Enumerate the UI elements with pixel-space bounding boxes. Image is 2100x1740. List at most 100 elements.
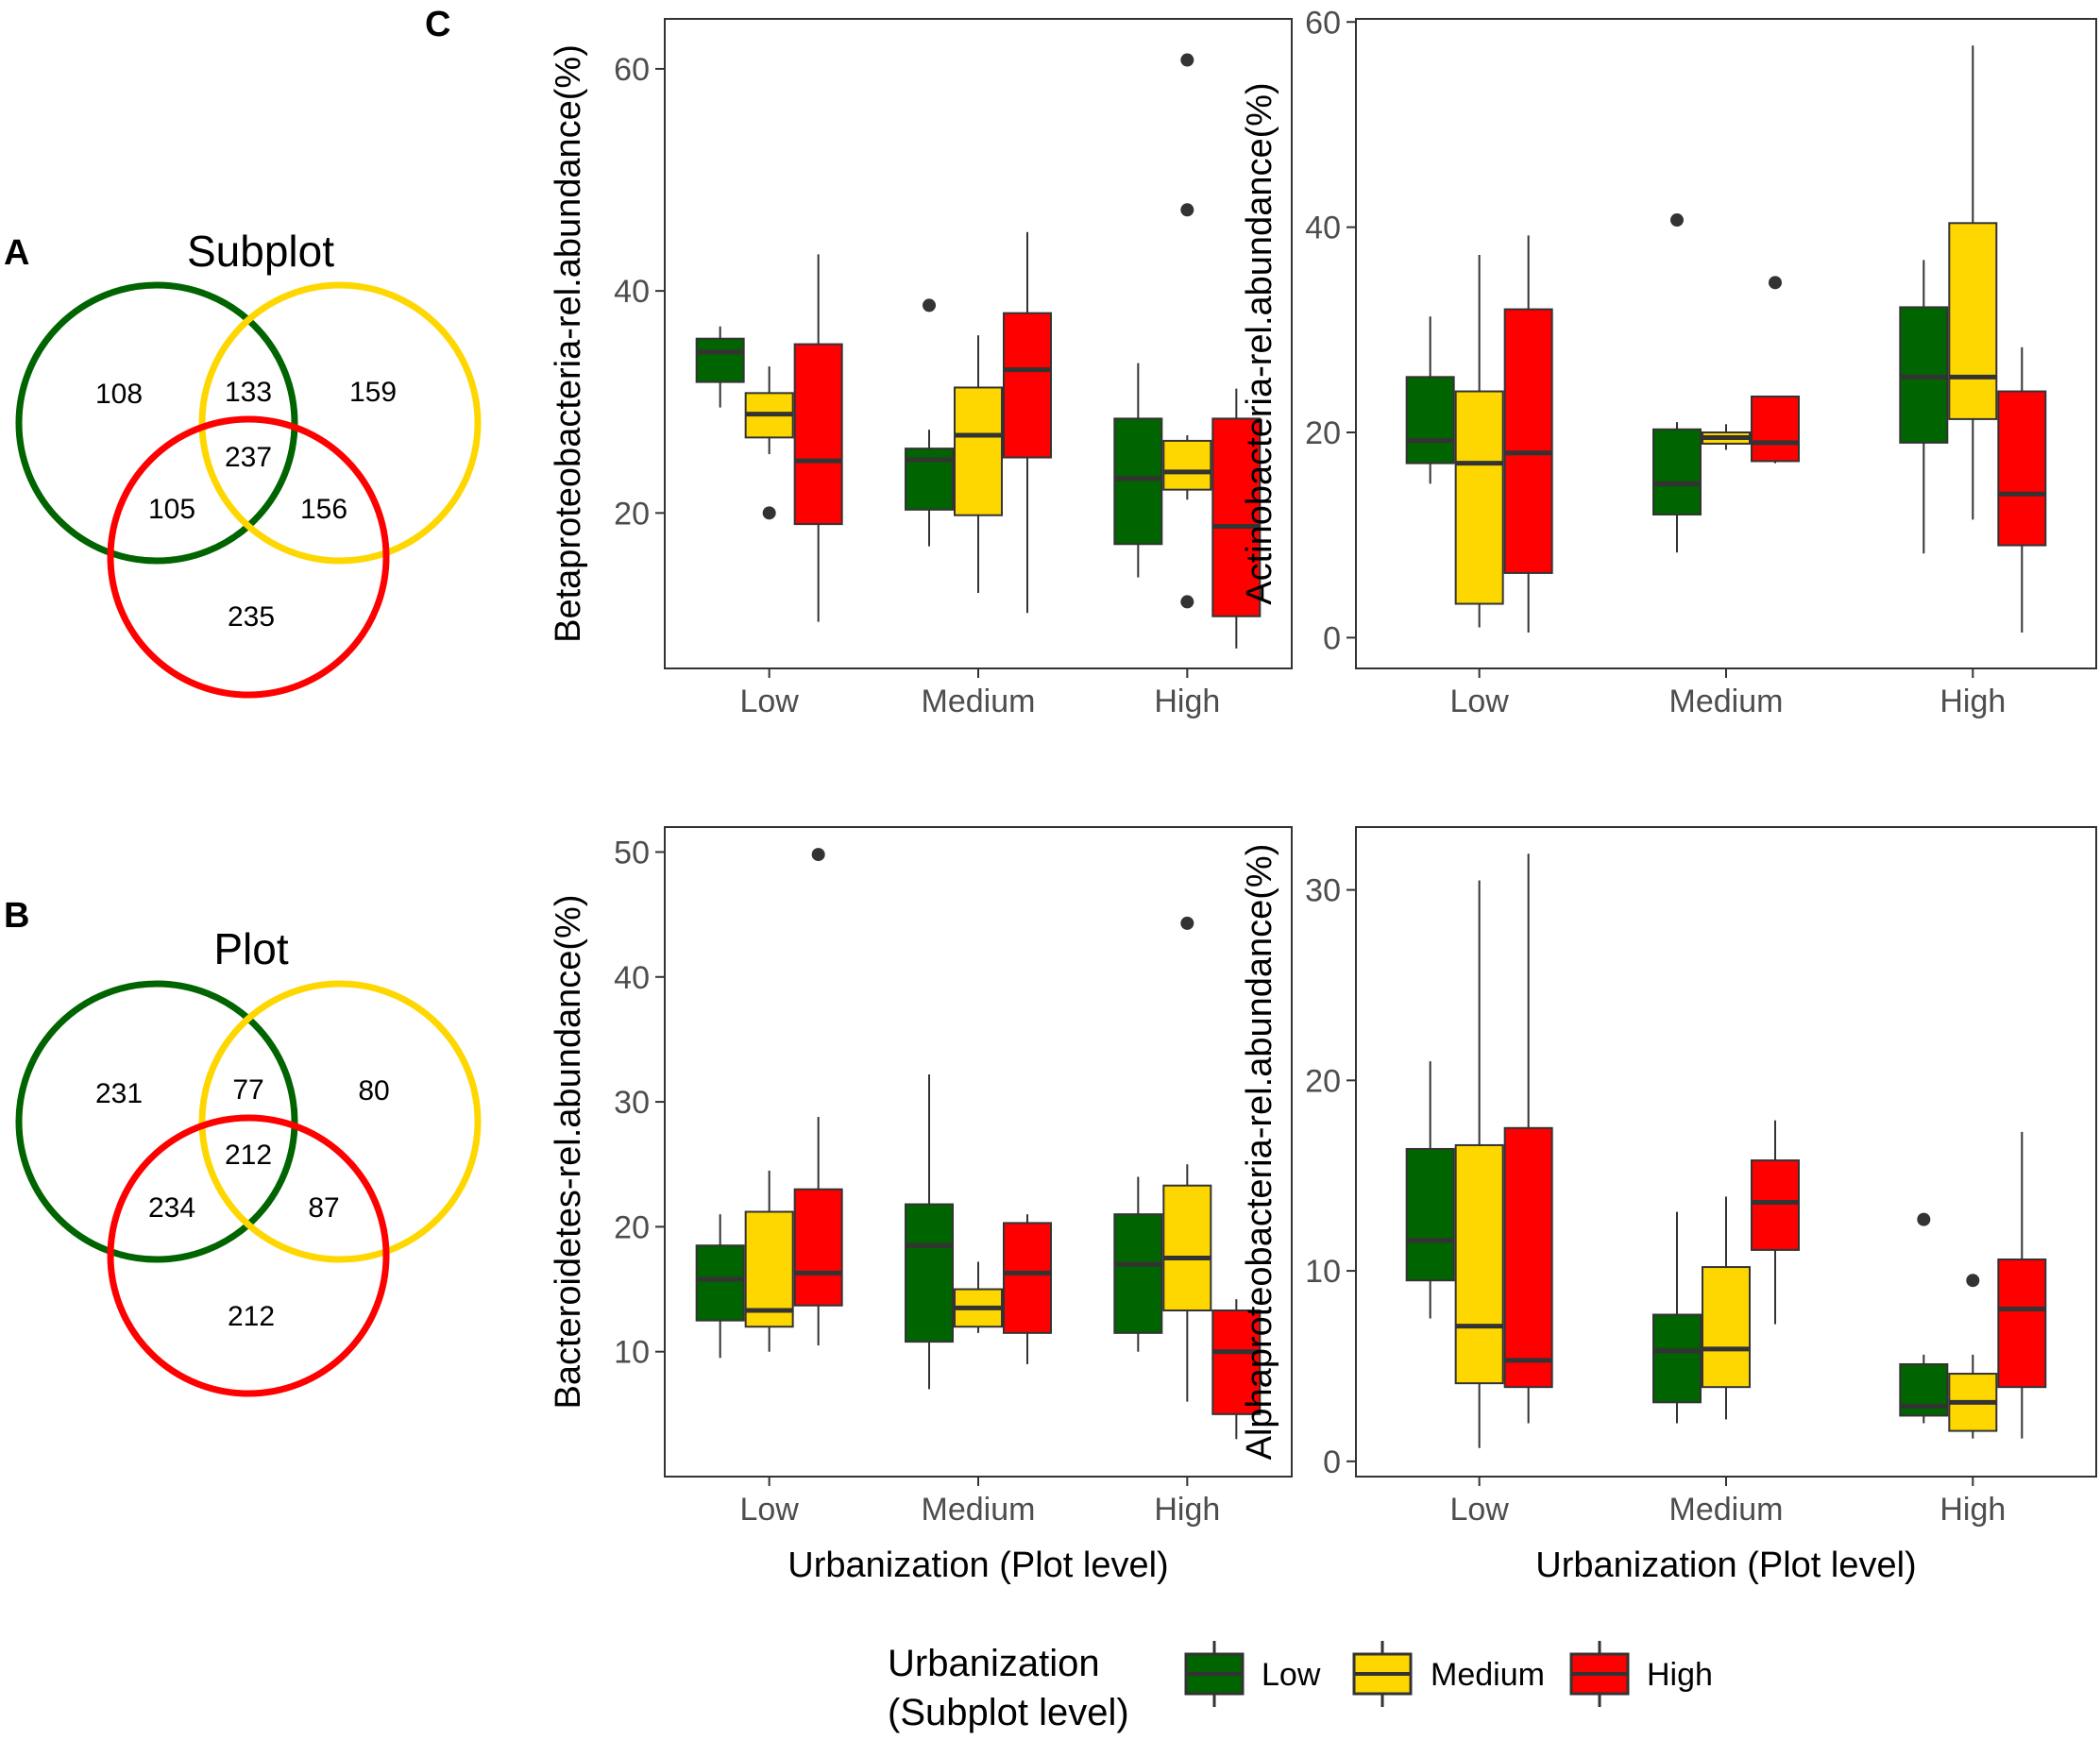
box-medium-low (744, 1210, 794, 1328)
bacteroidetes-boxplot: 10 20 30 40 50 Low Medium High Bacteroidetes-rel… (549, 826, 1293, 1585)
y-tick-label: 60 (614, 52, 650, 88)
plot-border (664, 18, 1293, 669)
outlier-medium-high (1966, 1274, 1980, 1288)
y-axis-title: Alphaproteobacteria-rel.abundance(%) (1240, 844, 1279, 1461)
x-tick-label-high: High (1939, 1492, 2006, 1528)
legend-item-high: High (1569, 1641, 1713, 1707)
y-tick-label: 20 (614, 1209, 650, 1245)
x-tick-label-low: Low (739, 1492, 799, 1528)
venn-a-low-high: 105 (148, 494, 195, 525)
venn-a-circle-medium (198, 281, 482, 565)
box-medium-high (1162, 439, 1212, 491)
y-tick-label: 0 (1323, 1444, 1341, 1480)
venn-b-medium-high: 87 (308, 1192, 339, 1224)
plot-border (664, 826, 1293, 1478)
box-high-low (1503, 1126, 1553, 1389)
outlier-low-high (1917, 1212, 1931, 1226)
y-tick-label: 40 (1305, 211, 1341, 246)
y-axis-title: Betaproteobacteria-rel.abundance(%) (549, 44, 588, 643)
outlier-low-medium (1670, 213, 1684, 228)
venn-b-low-only: 231 (95, 1078, 143, 1109)
legend-label-medium: Medium (1431, 1657, 1545, 1693)
venn-b-medium-only: 80 (358, 1075, 389, 1107)
box-low-medium (905, 1203, 954, 1343)
box-low-low (695, 1244, 745, 1322)
y-tick-label: 10 (614, 1335, 650, 1371)
venn-a-all-three: 237 (225, 442, 272, 473)
y-axis-title: Bacteroidetes-rel.abundance(%) (549, 895, 588, 1410)
legend-label-low: Low (1262, 1657, 1321, 1693)
y-tick-label: 20 (1305, 415, 1341, 451)
venn-plot: B Plot 231 77 80 212 234 87 212 (4, 896, 482, 1397)
box-high-high (1997, 1258, 2047, 1389)
box-high-high (1211, 1309, 1262, 1415)
box-high-medium (1751, 395, 1800, 463)
box-low-high (1113, 417, 1163, 546)
outlier-high-medium (1769, 276, 1782, 290)
outlier-low-medium (923, 298, 936, 313)
plot-border (1355, 18, 2097, 669)
box-low-medium (1652, 1313, 1702, 1404)
betaproteobacteria-boxplot: 20 40 60 Low Medium High Betaproteobacteria-re… (549, 18, 1293, 719)
venn-a-circle-high (107, 415, 390, 699)
venn-b-circle-low (15, 980, 298, 1263)
box-high-high (1997, 390, 2047, 547)
x-tick-label-low: Low (1449, 1492, 1509, 1528)
box-low-medium (1652, 428, 1702, 515)
y-tick-label: 0 (1323, 620, 1341, 656)
venn-a-low-medium: 133 (225, 377, 272, 408)
outlier-medium-high (1180, 53, 1194, 67)
venn-a-title: Subplot (187, 227, 334, 276)
box-high-medium (1003, 1222, 1052, 1334)
box-high-low (1503, 308, 1553, 574)
x-axis-title: Urbanization (Plot level) (788, 1546, 1168, 1585)
x-tick-label-medium: Medium (1669, 684, 1784, 719)
x-tick-label-high: High (1939, 684, 2006, 719)
box-high-low (793, 343, 843, 526)
box-low-low (695, 337, 745, 383)
x-tick-label-medium: Medium (1669, 1492, 1784, 1528)
box-medium-high (1948, 222, 1998, 420)
venn-a-high-only: 235 (228, 601, 275, 633)
legend: Urbanization (Subplot level) Low Medium … (888, 1641, 1713, 1733)
venn-a-medium-high: 156 (300, 494, 347, 525)
box-high-low (793, 1188, 843, 1307)
x-axis-title: Urbanization (Plot level) (1535, 1546, 1916, 1585)
outlier-medium-high (1180, 203, 1194, 217)
box-medium-low (1454, 1143, 1504, 1385)
venn-b-circle-medium (198, 980, 482, 1263)
venn-b-high-only: 212 (228, 1301, 275, 1332)
x-tick-label-low: Low (739, 684, 799, 719)
legend-item-low: Low (1184, 1641, 1321, 1707)
box-high-high (1211, 417, 1262, 617)
y-tick-label: 30 (614, 1085, 650, 1121)
venn-a-low-only: 108 (95, 379, 143, 410)
legend-title-line2: (Subplot level) (888, 1692, 1129, 1733)
y-tick-label: 50 (614, 835, 650, 870)
outlier-medium-high (1180, 595, 1194, 609)
box-medium-low (1454, 390, 1504, 605)
outlier-high-low (811, 848, 825, 862)
box-high-medium (1003, 312, 1052, 459)
venn-b-circle-high (107, 1114, 390, 1397)
panel-label-b: B (4, 896, 29, 936)
y-axis-title: Actinobacteria-rel.abundance(%) (1240, 82, 1279, 604)
x-tick-label-medium: Medium (922, 684, 1036, 719)
y-tick-label: 30 (1305, 873, 1341, 909)
legend-title-line1: Urbanization (888, 1643, 1100, 1684)
venn-a-medium-only: 159 (349, 377, 397, 408)
venn-a-circle-low (15, 281, 298, 565)
box-low-low (1405, 376, 1455, 465)
legend-label-high: High (1647, 1657, 1713, 1693)
venn-b-all-three: 212 (225, 1140, 272, 1171)
y-tick-label: 60 (1305, 5, 1341, 41)
venn-subplot: A Subplot 108 133 159 237 105 156 235 (4, 227, 482, 699)
x-tick-label-medium: Medium (922, 1492, 1036, 1528)
panel-label-c: C (425, 5, 450, 44)
x-tick-label-high: High (1154, 684, 1220, 719)
panel-label-a: A (4, 233, 29, 273)
box-medium-medium (954, 386, 1003, 516)
box-medium-medium (1702, 1266, 1751, 1389)
y-tick-label: 40 (614, 274, 650, 310)
